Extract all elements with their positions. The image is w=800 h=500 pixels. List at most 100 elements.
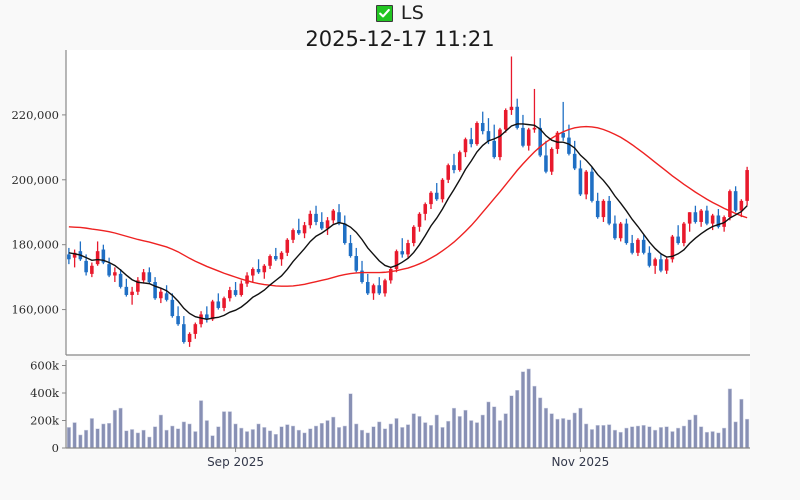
volume-bar (699, 426, 704, 449)
volume-bar (451, 407, 457, 449)
candlestick (613, 223, 617, 239)
candlestick (457, 152, 462, 171)
volume-bar (233, 423, 238, 449)
volume-bar (532, 385, 537, 449)
volume-bar (745, 418, 750, 449)
candlestick (434, 192, 439, 200)
volume-bar (216, 426, 221, 449)
volume-bar (371, 426, 376, 449)
candlestick (446, 165, 451, 180)
volume-bar (89, 418, 94, 449)
candlestick (302, 225, 307, 234)
volume-bar (469, 420, 474, 449)
candlestick (526, 129, 531, 146)
candlestick (285, 239, 290, 253)
candlestick (561, 132, 565, 138)
volume-bar (722, 427, 727, 449)
candlestick (716, 215, 721, 227)
candlestick (555, 132, 560, 149)
candlestick (164, 293, 169, 300)
candlestick (319, 221, 324, 229)
volume-bar (566, 419, 571, 449)
candlestick (245, 275, 249, 284)
candlestick (440, 179, 445, 200)
candlestick (653, 259, 657, 266)
candlestick (130, 291, 134, 295)
price-y-tick-label: 160,000 (11, 303, 59, 317)
candlestick (572, 153, 577, 169)
candlestick (222, 298, 226, 308)
volume-bar (95, 428, 100, 449)
candlestick (95, 251, 100, 265)
volume-bar-series (66, 368, 750, 449)
candlestick (705, 210, 709, 224)
volume-bar (319, 423, 324, 449)
volume-bar (664, 426, 669, 449)
volume-bar (348, 393, 353, 449)
candlestick (205, 314, 209, 320)
volume-bar (285, 424, 290, 449)
check-icon[interactable] (375, 4, 393, 22)
volume-bar (653, 429, 658, 449)
volume-bar (256, 423, 261, 449)
x-axis-tick-label: Sep 2025 (207, 455, 264, 469)
volume-bar (262, 427, 267, 449)
candlestick (693, 212, 698, 222)
ticker-row: LS (0, 0, 800, 26)
volume-bar (388, 423, 393, 449)
candlestick (423, 204, 428, 214)
volume-bar (503, 413, 508, 449)
candlestick (297, 230, 301, 234)
volume-bar (618, 431, 623, 449)
volume-bar (739, 398, 744, 449)
x-axis-tick-label: Nov 2025 (552, 455, 610, 469)
volume-bar (112, 409, 117, 449)
candlestick (147, 272, 152, 282)
candlestick (84, 260, 88, 273)
candlestick (590, 171, 594, 201)
candlestick (187, 333, 192, 343)
candlestick (739, 200, 744, 211)
candlestick (728, 191, 732, 218)
volume-bar (382, 428, 388, 449)
volume-bar (405, 424, 411, 449)
volume-bar (291, 425, 296, 449)
candlestick (193, 324, 198, 334)
candlestick (383, 280, 387, 294)
volume-bar (331, 416, 336, 449)
volume-bar (210, 435, 215, 449)
candlestick (411, 226, 416, 244)
candlestick (618, 223, 623, 239)
volume-bar (227, 411, 232, 449)
volume-bar (153, 426, 158, 449)
candlestick (521, 127, 525, 146)
candlestick (170, 299, 175, 317)
candlestick (601, 200, 606, 218)
volume-bar (377, 421, 382, 449)
volume-bar (509, 395, 514, 449)
candlestick (630, 243, 634, 253)
candlestick (417, 213, 422, 227)
candlestick (699, 210, 703, 222)
volume-bar (423, 422, 428, 449)
volume-bar (710, 431, 715, 449)
moving-average-long-line (68, 125, 748, 287)
candlestick (314, 213, 318, 222)
candlestick (463, 139, 468, 153)
volume-bar (325, 420, 330, 449)
volume-bar (635, 425, 640, 449)
candlestick (647, 252, 652, 266)
volume-bar (520, 371, 525, 449)
volume-bar (670, 431, 675, 449)
candlestick (636, 239, 640, 253)
volume-bar (124, 430, 129, 449)
volume-bar (279, 426, 284, 449)
price-y-tick-label: 180,000 (11, 238, 59, 252)
candlestick (141, 272, 146, 281)
volume-bar (612, 429, 617, 449)
candlestick (262, 265, 267, 273)
candlestick (228, 290, 232, 299)
candlestick (480, 123, 485, 132)
volume-bar (130, 429, 135, 449)
